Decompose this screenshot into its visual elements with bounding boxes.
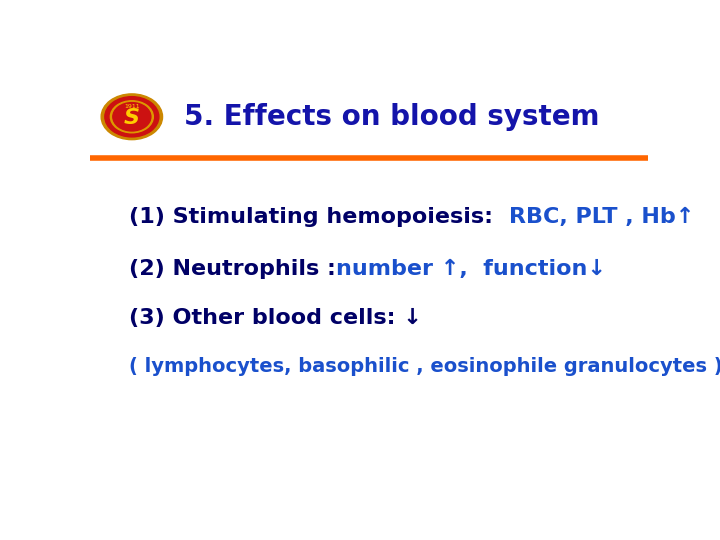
Text: (2) Neutrophils :: (2) Neutrophils : [129, 259, 336, 279]
Text: ( lymphocytes, basophilic , eosinophile granulocytes ): ( lymphocytes, basophilic , eosinophile … [129, 357, 720, 376]
Text: 1911: 1911 [124, 104, 140, 109]
Circle shape [113, 103, 151, 131]
Text: S: S [124, 108, 140, 128]
Text: RBC, PLT , Hb↑: RBC, PLT , Hb↑ [508, 207, 694, 227]
Text: 5. Effects on blood system: 5. Effects on blood system [184, 103, 599, 131]
Circle shape [105, 97, 159, 137]
Text: (3) Other blood cells: ↓: (3) Other blood cells: ↓ [129, 308, 422, 328]
Circle shape [110, 101, 153, 133]
Text: number ↑,  function↓: number ↑, function↓ [336, 259, 606, 279]
Text: (1) Stimulating hemopoiesis:: (1) Stimulating hemopoiesis: [129, 207, 508, 227]
Circle shape [101, 94, 163, 140]
